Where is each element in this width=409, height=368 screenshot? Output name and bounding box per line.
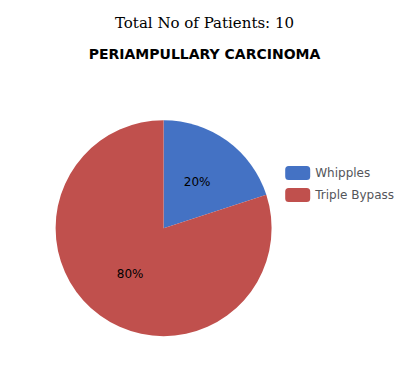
svg-text:Whipples: Whipples: [315, 166, 370, 180]
svg-text:20%: 20%: [184, 175, 211, 189]
svg-text:80%: 80%: [117, 267, 144, 281]
svg-text:Triple Bypass: Triple Bypass: [314, 188, 394, 202]
svg-text:PERIAMPULLARY CARCINOMA: PERIAMPULLARY CARCINOMA: [89, 46, 321, 62]
svg-text:Total No of Patients: 10: Total No of Patients: 10: [115, 14, 294, 32]
